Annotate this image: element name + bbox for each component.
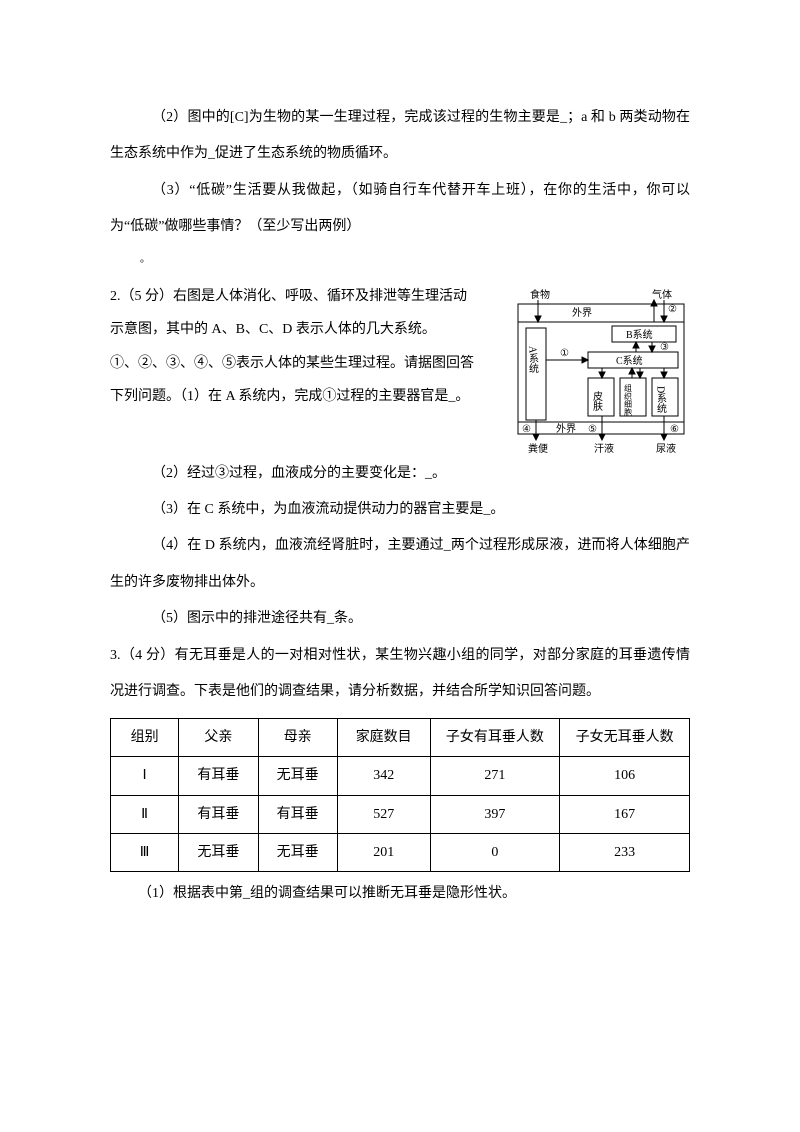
q2-sub4: （4）在 D 系统内，血液流经肾脏时，主要通过_两个过程形成尿液，进而将人体细胞…: [110, 528, 690, 601]
th-count: 家庭数目: [337, 719, 430, 757]
q2-intro4: 下列问题。（1）在 A 系统内，完成①过程的主要器官是_。: [110, 380, 504, 414]
q2-block: 2.（5 分）右图是人体消化、呼吸、循环及排泄等生理活动 示意图，其中的 A、B…: [110, 280, 690, 456]
th-father: 父亲: [179, 719, 258, 757]
q2-text: 2.（5 分）右图是人体消化、呼吸、循环及排泄等生理活动 示意图，其中的 A、B…: [110, 280, 504, 414]
svg-text:汗液: 汗液: [594, 442, 614, 455]
svg-text:皮肤: 皮肤: [591, 389, 603, 411]
svg-text:④: ④: [522, 424, 531, 435]
physiology-diagram: 食物 外界 气体 ② A系统: [512, 286, 690, 456]
th-group: 组别: [111, 719, 179, 757]
svg-text:尿液: 尿液: [656, 442, 676, 455]
svg-text:⑤: ⑤: [588, 424, 597, 435]
q2-intro1: 2.（5 分）右图是人体消化、呼吸、循环及排泄等生理活动: [110, 280, 504, 314]
q2-sub5: （5）图示中的排泄途径共有_条。: [110, 601, 690, 637]
svg-text:①: ①: [560, 348, 569, 359]
q1-sub3: （3）“低碳”生活要从我做起，（如骑自行车代替开车上班），在你的生活中，你可以为…: [110, 173, 690, 246]
svg-text:C系统: C系统: [616, 354, 643, 367]
svg-text:组织细胞: 组织细胞: [624, 383, 633, 417]
svg-text:外界: 外界: [556, 423, 576, 435]
th-no: 子女无耳垂人数: [560, 719, 690, 757]
svg-text:③: ③: [660, 342, 669, 353]
q2-intro3: ①、②、③、④、⑤表示人体的某些生理过程。请据图回答: [110, 347, 504, 381]
table-row: Ⅰ 有耳垂 无耳垂 342 271 106: [111, 757, 690, 795]
table-row: Ⅲ 无耳垂 无耳垂 201 0 233: [111, 833, 690, 871]
page-content: （2）图中的[C]为生物的某一生理过程，完成该过程的生物主要是_；a 和 b 两…: [0, 0, 800, 972]
q1-dot: 。: [110, 250, 690, 270]
table-header-row: 组别 父亲 母亲 家庭数目 子女有耳垂人数 子女无耳垂人数: [111, 719, 690, 757]
q2-sub3: （3）在 C 系统中，为血液流动提供动力的器官主要是_。: [110, 492, 690, 528]
q3-sub1: （1）根据表中第_组的调查结果可以推断无耳垂是隐形性状。: [110, 876, 690, 912]
q1-sub2: （2）图中的[C]为生物的某一生理过程，完成该过程的生物主要是_；a 和 b 两…: [110, 100, 690, 173]
q3-intro: 3.（4 分）有无耳垂是人的一对相对性状，某生物兴趣小组的同学，对部分家庭的耳垂…: [110, 638, 690, 711]
th-mother: 母亲: [258, 719, 337, 757]
svg-text:D系统: D系统: [655, 386, 667, 413]
svg-text:⑥: ⑥: [670, 424, 679, 435]
svg-text:②: ②: [668, 304, 677, 315]
svg-text:食物: 食物: [530, 288, 550, 301]
table-row: Ⅱ 有耳垂 有耳垂 527 397 167: [111, 795, 690, 833]
svg-text:B系统: B系统: [626, 328, 653, 341]
ear-lobe-table: 组别 父亲 母亲 家庭数目 子女有耳垂人数 子女无耳垂人数 Ⅰ 有耳垂 无耳垂 …: [110, 718, 690, 872]
th-has: 子女有耳垂人数: [430, 719, 560, 757]
svg-text:气体: 气体: [652, 288, 672, 301]
svg-text:A系统: A系统: [527, 346, 539, 373]
svg-text:粪便: 粪便: [528, 442, 548, 455]
svg-text:外界: 外界: [572, 307, 592, 319]
q2-sub2: （2）经过③过程，血液成分的主要变化是：_。: [110, 456, 690, 492]
q2-intro2: 示意图，其中的 A、B、C、D 表示人体的几大系统。: [110, 313, 504, 347]
